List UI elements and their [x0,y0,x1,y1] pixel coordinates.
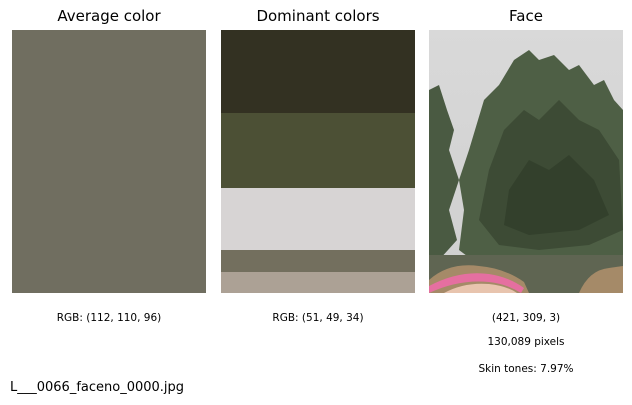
face-dimensions: (421, 309, 3) [491,312,561,324]
average-color-swatch [12,30,206,293]
dominant-colors-title: Dominant colors [256,7,380,25]
face-pixel-count: 130,089 pixels [487,336,565,348]
average-color-title: Average color [57,7,161,25]
dominant-color-stripe-2 [221,113,415,188]
dominant-color-stripe-4 [221,250,415,272]
face-image [429,30,623,293]
dominant-color-stripe-1 [221,30,415,113]
skin-tones-percentage: Skin tones: 7.97% [478,363,574,375]
file-name: L___0066_faceno_0000.jpg [10,380,185,395]
face-title: Face [509,7,543,25]
average-color-rgb: RGB: (112, 110, 96) [56,312,162,324]
dominant-color-stripe-3 [221,188,415,250]
dominant-colors-swatch [221,30,415,293]
dominant-color-stripe-5 [221,272,415,293]
dominant-color-rgb: RGB: (51, 49, 34) [272,312,364,324]
